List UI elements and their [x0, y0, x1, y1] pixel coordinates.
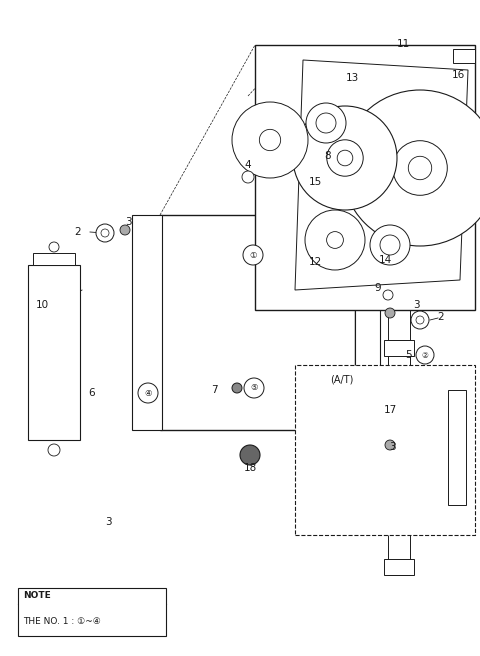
Circle shape	[232, 102, 308, 178]
Text: 18: 18	[243, 463, 257, 473]
Bar	[384, 464, 414, 480]
Circle shape	[385, 308, 395, 318]
Text: 3: 3	[389, 442, 396, 452]
Circle shape	[243, 245, 263, 265]
Text: 6: 6	[89, 388, 96, 398]
Circle shape	[380, 235, 400, 255]
Text: 4: 4	[245, 160, 252, 170]
Text: THE NO. 1 : ①~④: THE NO. 1 : ①~④	[23, 617, 101, 626]
Bar	[388, 285, 410, 480]
Text: 5: 5	[405, 350, 411, 360]
Circle shape	[337, 150, 353, 166]
Text: 16: 16	[451, 70, 465, 80]
Text: 11: 11	[396, 39, 409, 49]
Text: 9: 9	[375, 283, 381, 293]
Text: 2: 2	[438, 312, 444, 322]
Text: 13: 13	[346, 73, 359, 83]
Text: ⑤: ⑤	[250, 384, 258, 392]
Bar	[384, 340, 414, 356]
Circle shape	[120, 225, 130, 235]
Text: 2: 2	[75, 227, 81, 237]
Circle shape	[385, 440, 395, 450]
Bar	[33, 253, 75, 265]
Circle shape	[326, 232, 343, 249]
Text: 3: 3	[125, 217, 132, 227]
Circle shape	[327, 140, 363, 176]
Text: 8: 8	[324, 151, 331, 161]
Bar	[132, 215, 162, 430]
Text: NOTE: NOTE	[23, 592, 51, 600]
Circle shape	[408, 156, 432, 180]
Bar	[384, 559, 414, 575]
Circle shape	[138, 383, 158, 403]
Polygon shape	[295, 60, 468, 290]
Bar	[384, 285, 414, 301]
Text: 3: 3	[413, 300, 420, 310]
Circle shape	[393, 140, 447, 195]
Text: ②: ②	[421, 350, 429, 359]
Text: 10: 10	[36, 300, 48, 310]
Bar	[388, 340, 410, 575]
Bar	[18, 588, 166, 636]
Circle shape	[316, 113, 336, 133]
Text: 15: 15	[308, 177, 322, 187]
Bar	[295, 365, 475, 535]
Circle shape	[240, 445, 260, 465]
Circle shape	[259, 129, 281, 151]
Circle shape	[48, 444, 60, 456]
Bar	[448, 390, 466, 505]
Circle shape	[305, 210, 365, 270]
Circle shape	[370, 225, 410, 265]
Text: 17: 17	[384, 405, 396, 415]
Circle shape	[293, 106, 397, 210]
Bar	[28, 265, 80, 440]
Bar	[355, 225, 380, 430]
Circle shape	[242, 171, 254, 183]
Text: ④: ④	[144, 388, 152, 398]
Text: 7: 7	[211, 385, 217, 395]
Bar	[160, 215, 355, 430]
Circle shape	[383, 290, 393, 300]
Bar	[453, 49, 475, 63]
Bar	[255, 45, 475, 310]
Circle shape	[49, 242, 59, 252]
Circle shape	[96, 224, 114, 242]
Circle shape	[416, 346, 434, 364]
Circle shape	[101, 229, 109, 237]
Circle shape	[411, 311, 429, 329]
Text: 12: 12	[308, 257, 322, 267]
Circle shape	[416, 316, 424, 324]
Text: 14: 14	[378, 255, 392, 265]
Text: ①: ①	[249, 251, 257, 260]
Circle shape	[232, 383, 242, 393]
Circle shape	[244, 378, 264, 398]
Text: (A/T): (A/T)	[330, 374, 353, 384]
Circle shape	[342, 90, 480, 246]
Text: 3: 3	[105, 517, 111, 527]
Circle shape	[306, 103, 346, 143]
